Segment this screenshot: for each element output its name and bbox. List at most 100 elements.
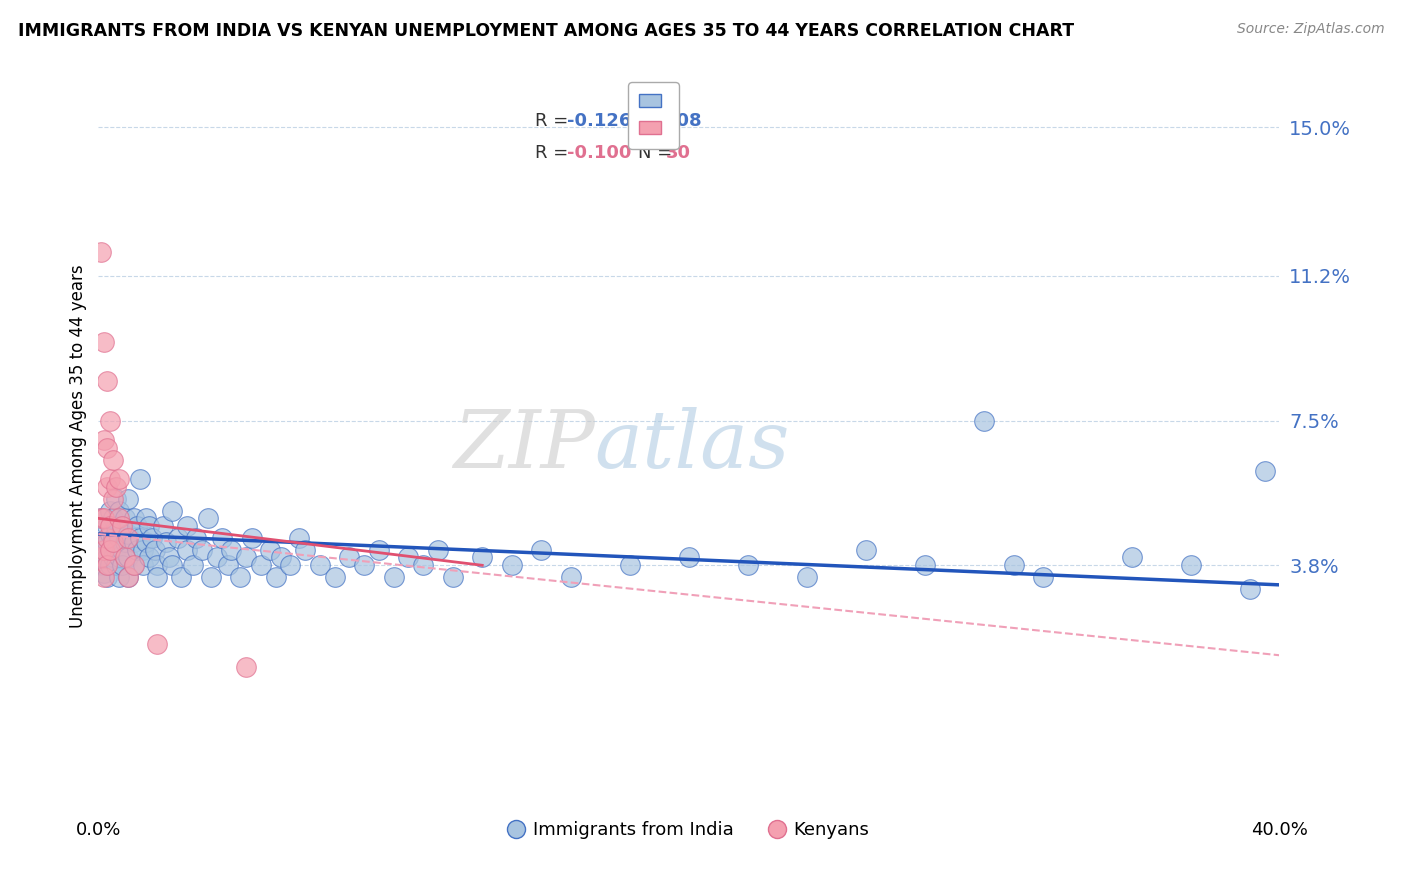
Point bbox=[114, 534, 136, 549]
Point bbox=[103, 452, 125, 467]
Point bbox=[93, 558, 115, 573]
Point bbox=[90, 550, 112, 565]
Point bbox=[235, 660, 257, 674]
Point bbox=[270, 550, 292, 565]
Point bbox=[138, 519, 160, 533]
Point bbox=[98, 413, 121, 427]
Point bbox=[250, 558, 273, 573]
Point bbox=[176, 542, 198, 557]
Point bbox=[122, 558, 145, 573]
Point bbox=[103, 550, 125, 565]
Point bbox=[737, 558, 759, 573]
Point bbox=[560, 570, 582, 584]
Point bbox=[501, 558, 523, 573]
Point bbox=[309, 558, 332, 573]
Point bbox=[143, 542, 166, 557]
Point bbox=[191, 542, 214, 557]
Point bbox=[114, 511, 136, 525]
Point bbox=[90, 245, 112, 260]
Point bbox=[427, 542, 450, 557]
Point bbox=[103, 491, 125, 506]
Point bbox=[96, 570, 118, 584]
Point bbox=[96, 558, 118, 573]
Point bbox=[114, 550, 136, 565]
Point bbox=[93, 570, 115, 584]
Point bbox=[146, 558, 169, 573]
Text: R =: R = bbox=[536, 145, 575, 162]
Point bbox=[200, 570, 222, 584]
Point bbox=[471, 550, 494, 565]
Point bbox=[96, 375, 118, 389]
Text: 30: 30 bbox=[665, 145, 690, 162]
Point bbox=[135, 534, 157, 549]
Text: -0.126: -0.126 bbox=[567, 112, 631, 129]
Point bbox=[93, 550, 115, 565]
Point bbox=[111, 519, 134, 533]
Point bbox=[98, 527, 121, 541]
Point bbox=[98, 519, 121, 533]
Point bbox=[108, 511, 131, 525]
Text: atlas: atlas bbox=[595, 408, 790, 484]
Point bbox=[108, 570, 131, 584]
Point bbox=[132, 542, 155, 557]
Point bbox=[368, 542, 391, 557]
Point bbox=[339, 550, 361, 565]
Text: ZIP: ZIP bbox=[453, 408, 595, 484]
Point bbox=[382, 570, 405, 584]
Point bbox=[1239, 582, 1261, 596]
Point bbox=[1032, 570, 1054, 584]
Point bbox=[117, 531, 139, 545]
Point bbox=[294, 542, 316, 557]
Point bbox=[122, 534, 145, 549]
Point bbox=[1002, 558, 1025, 573]
Point bbox=[914, 558, 936, 573]
Point bbox=[678, 550, 700, 565]
Point bbox=[167, 531, 190, 545]
Point bbox=[152, 519, 174, 533]
Point bbox=[98, 542, 121, 557]
Point bbox=[111, 558, 134, 573]
Point bbox=[235, 550, 257, 565]
Point bbox=[93, 335, 115, 350]
Point bbox=[217, 558, 239, 573]
Point bbox=[288, 531, 311, 545]
Text: N =: N = bbox=[638, 112, 678, 129]
Point bbox=[211, 531, 233, 545]
Text: IMMIGRANTS FROM INDIA VS KENYAN UNEMPLOYMENT AMONG AGES 35 TO 44 YEARS CORRELATI: IMMIGRANTS FROM INDIA VS KENYAN UNEMPLOY… bbox=[18, 22, 1074, 40]
Point bbox=[128, 531, 150, 545]
Text: N =: N = bbox=[638, 145, 678, 162]
Point bbox=[111, 519, 134, 533]
Point bbox=[796, 570, 818, 584]
Legend: Immigrants from India, Kenyans: Immigrants from India, Kenyans bbox=[502, 814, 876, 847]
Point bbox=[103, 534, 125, 549]
Point bbox=[96, 519, 118, 533]
Point bbox=[93, 566, 115, 581]
Text: R =: R = bbox=[536, 112, 575, 129]
Point bbox=[122, 511, 145, 525]
Text: 108: 108 bbox=[665, 112, 703, 129]
Point bbox=[98, 503, 121, 517]
Point bbox=[108, 550, 131, 565]
Point bbox=[98, 542, 121, 557]
Point bbox=[108, 531, 131, 545]
Point bbox=[105, 542, 128, 557]
Point bbox=[162, 558, 183, 573]
Point bbox=[197, 511, 219, 525]
Point bbox=[155, 534, 177, 549]
Point bbox=[96, 534, 118, 549]
Point bbox=[108, 472, 131, 486]
Point bbox=[323, 570, 346, 584]
Point bbox=[93, 534, 115, 549]
Point bbox=[125, 519, 148, 533]
Point bbox=[105, 558, 128, 573]
Point bbox=[98, 472, 121, 486]
Point bbox=[111, 542, 134, 557]
Text: -0.100: -0.100 bbox=[567, 145, 631, 162]
Point bbox=[1180, 558, 1202, 573]
Point bbox=[398, 550, 420, 565]
Point bbox=[105, 491, 128, 506]
Point bbox=[141, 531, 163, 545]
Point bbox=[90, 511, 112, 525]
Point bbox=[96, 558, 118, 573]
Point bbox=[973, 413, 995, 427]
